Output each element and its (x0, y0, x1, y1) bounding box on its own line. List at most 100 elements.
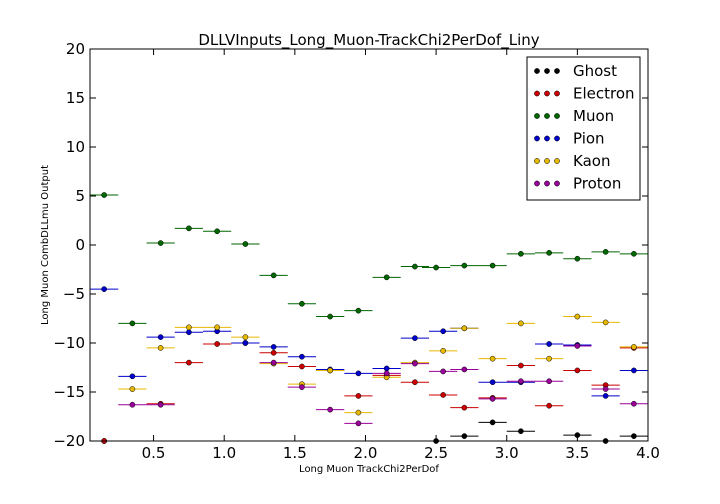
data-point (461, 404, 468, 411)
chart-title: DLLVInputs_Long_Muon-TrackChi2PerDof_Lin… (198, 31, 539, 50)
data-point (186, 324, 192, 331)
data-point (574, 313, 581, 320)
legend-marker (544, 113, 550, 119)
y-tick-label: 0 (75, 236, 85, 254)
data-point (157, 401, 164, 408)
y-tick-label: 5 (75, 187, 85, 205)
data-point (355, 307, 362, 314)
data-point (461, 366, 468, 373)
data-point (412, 335, 418, 341)
y-tick-label: −15 (53, 383, 85, 401)
data-point (355, 370, 362, 377)
x-tick-label: 1.0 (212, 444, 236, 462)
x-tick-label: 2.0 (354, 444, 378, 462)
axis-ticks: 0.5 1.0 1.5 2.0 2.5 3.0 3.5 4.0 20 15 10 5 0 −5 −10 −15… (53, 40, 660, 462)
legend-marker (544, 158, 550, 164)
data-point (546, 249, 552, 256)
chart-marks (90, 192, 648, 444)
x-tick-label: 0.5 (142, 444, 166, 462)
data-point (327, 406, 334, 413)
y-tick-label: −20 (53, 432, 85, 450)
data-point (518, 362, 524, 369)
data-point (461, 325, 468, 332)
data-point (157, 240, 164, 246)
data-point (440, 347, 447, 354)
data-point (101, 192, 107, 198)
data-point (489, 419, 496, 426)
y-tick-label: 10 (66, 138, 85, 156)
data-point (299, 300, 305, 307)
data-point (518, 428, 524, 435)
data-point (327, 313, 334, 320)
data-point (101, 286, 107, 292)
data-point (299, 353, 305, 360)
x-tick-label: 1.5 (283, 444, 307, 462)
data-point (574, 343, 581, 349)
legend-item-muon: Muon (534, 107, 614, 125)
data-point (489, 355, 496, 362)
data-point (299, 384, 305, 390)
data-point (355, 409, 362, 416)
legend-marker (544, 135, 550, 142)
legend-item-proton: Proton (534, 175, 621, 193)
data-point (631, 367, 637, 374)
data-point (518, 320, 524, 327)
data-point (631, 250, 637, 257)
data-point (489, 262, 496, 269)
data-point (631, 400, 637, 407)
x-tick-label: 2.5 (424, 444, 448, 462)
data-point (489, 379, 496, 386)
data-point (129, 386, 136, 392)
data-point (242, 334, 249, 340)
data-point (546, 378, 552, 385)
legend-marker (544, 90, 550, 97)
series-muon (90, 192, 648, 327)
legend-item-kaon: Kaon (534, 152, 610, 170)
legend-marker (534, 113, 540, 119)
x-tick-label: 3.0 (495, 444, 519, 462)
x-axis-label: Long Muon TrackChi2PerDof (299, 464, 439, 475)
data-point (461, 262, 468, 269)
y-tick-label: −5 (63, 285, 85, 303)
data-point (433, 264, 439, 271)
data-point (186, 359, 192, 366)
data-point (242, 340, 249, 346)
data-point (242, 241, 249, 247)
data-point (383, 365, 390, 372)
data-point (355, 393, 362, 399)
data-point (157, 334, 164, 340)
legend: Ghost Electron Muon Pion Kaon Proton (526, 56, 641, 201)
legend-item-electron: Electron (534, 85, 635, 103)
y-axis-label: Long Muon CombDLLmu Output (40, 165, 51, 325)
data-point (631, 344, 637, 350)
data-point (383, 370, 390, 377)
legend-item-ghost: Ghost (534, 62, 617, 80)
data-point (412, 379, 418, 386)
data-point (299, 363, 305, 370)
legend-label: Kaon (573, 152, 610, 170)
legend-label: Pion (573, 130, 605, 148)
data-point (327, 367, 334, 374)
data-point (602, 393, 609, 399)
legend-marker (554, 158, 560, 164)
data-point (546, 355, 552, 362)
data-point (631, 433, 637, 439)
data-point (546, 402, 552, 409)
data-point (574, 255, 581, 262)
data-point (214, 324, 220, 331)
data-point (270, 349, 277, 356)
data-point (129, 373, 136, 380)
data-point (270, 344, 277, 350)
data-point (440, 328, 447, 335)
y-tick-label: 15 (66, 89, 85, 107)
data-point (602, 386, 609, 392)
data-point (214, 228, 220, 235)
data-point (602, 319, 609, 326)
data-point (546, 341, 552, 347)
y-tick-label: −10 (53, 334, 85, 352)
legend-marker (554, 68, 560, 74)
legend-marker (544, 180, 550, 187)
data-point (214, 341, 220, 347)
data-point (129, 401, 136, 408)
